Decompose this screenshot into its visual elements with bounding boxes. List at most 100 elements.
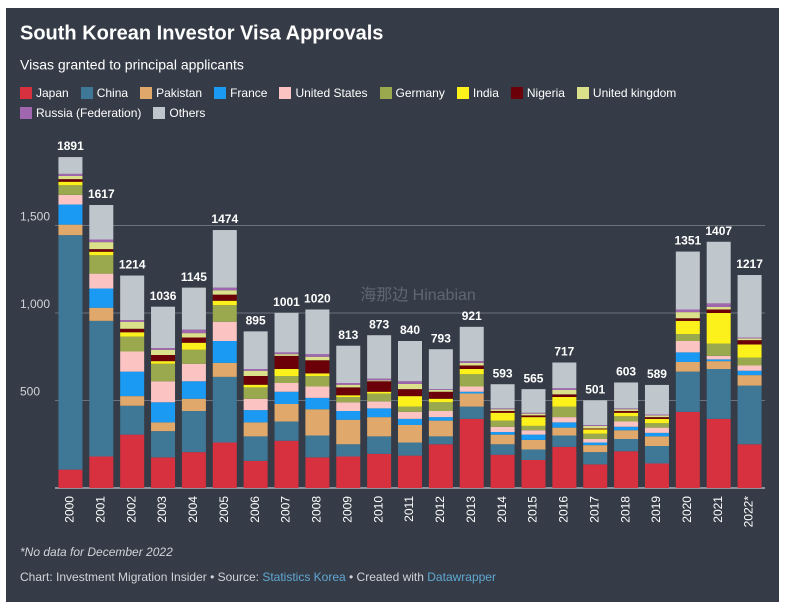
- bar-segment: [737, 385, 762, 445]
- bar-segment: [675, 318, 700, 321]
- bar-segment: [459, 369, 484, 375]
- bar-segment: [58, 204, 83, 225]
- legend-swatch: [20, 107, 32, 119]
- bar-segment: [428, 390, 453, 392]
- bar-segment: [367, 335, 392, 379]
- bar-segment: [58, 469, 83, 488]
- bar-segment: [521, 413, 546, 416]
- x-tick-label: 2007: [279, 496, 293, 523]
- bar-segment: [552, 427, 577, 436]
- bar-segment: [305, 409, 330, 436]
- bar-segment: [428, 398, 453, 403]
- bar-segment: [614, 409, 639, 411]
- bar-segment: [243, 370, 268, 376]
- total-label: 1217: [736, 257, 763, 271]
- bar-segment: [58, 194, 83, 205]
- bar-segment: [644, 384, 669, 415]
- y-tick-label: 500: [20, 385, 40, 399]
- legend-label: Russia (Federation): [36, 106, 142, 120]
- bar-segment: [459, 365, 484, 369]
- legend-label: Nigeria: [526, 86, 565, 100]
- bar-segment: [521, 439, 546, 450]
- bar-segment: [521, 425, 546, 431]
- bar-segment: [490, 384, 515, 409]
- x-tick-label: 2011: [402, 496, 416, 522]
- bar-segment: [58, 224, 83, 236]
- bar-segment: [737, 344, 762, 358]
- bar-segment: [336, 411, 361, 420]
- bar-segment: [151, 348, 176, 350]
- bar-segment: [58, 175, 83, 180]
- bar-segment: [151, 306, 176, 348]
- bar-segment: [490, 409, 515, 411]
- legend-item: Japan: [20, 84, 69, 102]
- bar-segment: [675, 309, 700, 313]
- legend-swatch: [279, 87, 292, 99]
- bar-segment: [212, 321, 237, 341]
- total-label: 1617: [88, 187, 115, 201]
- legend-label: France: [230, 86, 268, 100]
- bar-segment: [212, 294, 237, 301]
- bar-segment: [614, 382, 639, 409]
- legend-label: United States: [295, 86, 368, 100]
- bar-segment: [367, 378, 392, 381]
- bar-segment: [428, 391, 453, 399]
- bar-segment: [336, 383, 361, 385]
- bar-segment: [644, 463, 669, 488]
- bar-segment: [398, 411, 422, 419]
- legend-label: Germany: [395, 86, 445, 100]
- x-tick-label: 2010: [371, 496, 385, 523]
- legend-item: France: [214, 84, 267, 102]
- bar-segment: [706, 418, 731, 488]
- bar-segment: [737, 370, 762, 376]
- total-label: 565: [523, 371, 543, 385]
- bar-segment: [428, 436, 453, 445]
- bar-segment: [89, 255, 114, 274]
- bar-segment: [181, 363, 206, 382]
- bar-segment: [305, 435, 330, 458]
- bar-segment: [552, 435, 577, 447]
- bar-segment: [675, 371, 700, 412]
- chart-subtitle: Visas granted to principal applicants: [20, 57, 244, 73]
- bar-segment: [120, 332, 145, 337]
- x-tick-label: 2001: [93, 496, 107, 523]
- bar-segment: [737, 365, 762, 371]
- bar-segment: [428, 444, 453, 488]
- bar-segment: [614, 439, 639, 452]
- bar-segment: [58, 157, 83, 174]
- legend-item: Nigeria: [510, 84, 565, 102]
- bar-segment: [367, 381, 392, 392]
- bar-segment: [583, 439, 608, 443]
- footer-tool[interactable]: Datawrapper: [427, 570, 496, 584]
- bar-segment: [490, 411, 515, 413]
- bar-segment: [120, 351, 145, 372]
- bar-segment: [614, 408, 639, 410]
- bar-segment: [459, 386, 484, 392]
- bar-segment: [305, 386, 330, 398]
- bar-segment: [737, 337, 762, 339]
- legend-swatch: [80, 87, 93, 99]
- x-tick-label: 2013: [464, 496, 478, 523]
- legend-label: China: [96, 86, 129, 100]
- bar-segment: [274, 421, 299, 441]
- x-tick-label: 2016: [557, 496, 571, 523]
- bar-segment: [243, 398, 268, 411]
- bar-segment: [367, 408, 392, 418]
- bar-segment: [428, 349, 453, 390]
- bar-segment: [583, 425, 608, 429]
- bar-segment: [583, 452, 608, 465]
- bar-segment: [644, 423, 669, 428]
- bar-segment: [181, 452, 206, 488]
- x-tick-label: 2005: [217, 496, 231, 523]
- bar-segment: [583, 428, 608, 430]
- bar-segment: [459, 362, 484, 366]
- bar-segment: [243, 410, 268, 423]
- y-tick-label: 1,000: [20, 297, 50, 311]
- bar-segment: [706, 359, 731, 362]
- x-tick-label: 2012: [433, 496, 447, 523]
- bar-segment: [181, 337, 206, 343]
- bar-segment: [305, 360, 330, 374]
- bar-segment: [212, 305, 237, 322]
- x-tick-label: 2006: [248, 496, 262, 523]
- footer-source[interactable]: Statistics Korea: [262, 570, 346, 584]
